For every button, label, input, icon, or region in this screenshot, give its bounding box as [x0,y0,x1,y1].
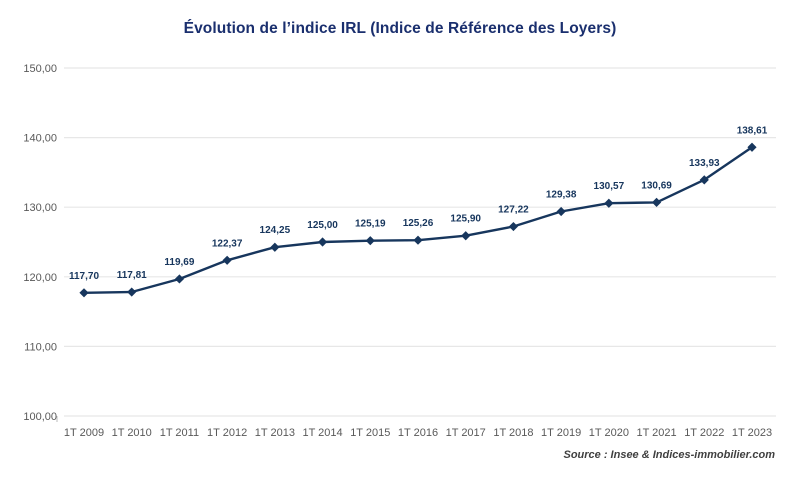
x-tick-label: 1T 2022 [684,427,724,439]
data-point-marker [413,235,423,245]
y-tick-label: 120,00 [23,272,57,284]
x-tick-label: 1T 2021 [636,427,676,439]
data-point-label: 138,61 [737,125,768,136]
data-point-label: 130,57 [594,181,625,192]
y-tick-label: 110,00 [24,341,57,353]
data-point-marker [604,198,614,208]
data-point-label: 122,37 [212,238,243,249]
data-point-label: 125,90 [450,214,481,225]
x-tick-label: 1T 2017 [446,427,486,439]
data-point-label: 125,26 [403,218,434,229]
data-point-label: 127,22 [498,205,529,216]
source-note: Source : Insee & Indices-immobilier.com [563,449,775,461]
data-point-marker [270,242,280,252]
data-point-marker [651,197,662,207]
data-point-label: 125,19 [355,219,386,230]
x-tick-label: 1T 2015 [350,427,390,439]
data-point-label: 117,81 [117,270,147,281]
data-point-marker [461,231,471,241]
x-tick-label: 1T 2019 [541,427,581,439]
data-point-label: 129,38 [546,190,577,201]
x-tick-label: 1T 2013 [255,427,295,439]
data-point-marker [556,206,566,217]
data-point-marker [222,255,232,265]
data-point-marker [127,287,137,297]
data-point-marker [747,142,757,152]
data-point-marker [174,274,185,284]
data-point-marker [317,237,328,247]
y-tick-label: 150,00 [23,63,57,75]
x-tick-label: 1T 2010 [112,427,152,439]
x-tick-label: 1T 2016 [398,427,438,439]
y-tick-label: 130,00 [23,202,57,214]
data-point-label: 133,93 [689,158,720,169]
data-point-label: 117,70 [69,271,99,282]
x-tick-label: 1T 2009 [64,427,104,439]
x-tick-label: 1T 2011 [160,427,199,439]
x-tick-label: 1T 2018 [493,427,533,439]
x-tick-label: 1T 2014 [302,427,342,439]
data-point-label: 125,00 [307,220,338,231]
x-tick-label: 1T 2023 [732,427,772,439]
data-point-marker [79,288,89,298]
data-point-label: 124,25 [260,225,291,236]
data-point-marker [508,221,519,232]
data-point-label: 130,69 [641,180,672,191]
y-tick-label: 140,00 [23,133,57,145]
chart-title: Évolution de l’indice IRL (Indice de Réf… [183,20,617,37]
data-point-label: 119,69 [164,257,194,268]
x-tick-label: 1T 2020 [589,427,629,439]
x-tick-label: 1T 2012 [207,427,247,439]
data-point-marker [365,236,375,246]
y-tick-label: 100,00 [23,411,57,423]
data-point-marker [699,175,709,185]
